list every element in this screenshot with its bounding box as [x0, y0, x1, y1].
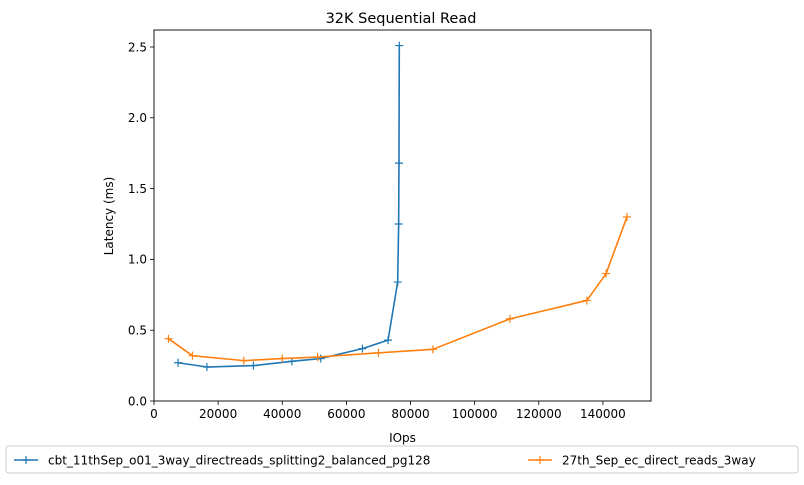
- data-point: [395, 41, 404, 50]
- plot-frame: [153, 29, 652, 402]
- y-axis-label: Latency (ms): [102, 177, 116, 256]
- series-layer: [164, 41, 631, 372]
- data-point: [174, 358, 183, 367]
- y-tick-label: 0.0: [128, 394, 147, 408]
- data-point: [428, 345, 437, 354]
- legend-label: cbt_11thSep_o01_3way_directreads_splitti…: [48, 453, 430, 467]
- data-point: [278, 354, 287, 363]
- x-tick-label: 60000: [327, 407, 365, 421]
- series-1: [174, 41, 404, 372]
- legend-marker: [536, 456, 544, 464]
- x-tick-label: 80000: [391, 407, 429, 421]
- y-tick-label: 1.0: [128, 253, 147, 267]
- y-tick-label: 1.5: [128, 182, 147, 196]
- legend-frame: [5, 445, 799, 474]
- data-point: [622, 212, 631, 221]
- data-point: [313, 353, 322, 362]
- x-axis-label: IOps: [389, 431, 416, 445]
- x-tick-label: 140000: [580, 407, 626, 421]
- x-tick-label: 120000: [516, 407, 562, 421]
- x-tick-label: 20000: [199, 407, 237, 421]
- data-point: [394, 159, 403, 168]
- x-tick-label: 100000: [452, 407, 498, 421]
- legend-item: cbt_11thSep_o01_3way_directreads_splitti…: [14, 453, 430, 467]
- axes-layer: 0 20000 40000 60000 80000 100000 120000 140000 0…: [128, 40, 626, 421]
- chart-title: 32K Sequential Read: [326, 11, 477, 27]
- data-point: [393, 278, 402, 287]
- data-point: [188, 351, 197, 360]
- data-point: [602, 269, 611, 278]
- data-point: [249, 361, 258, 370]
- legend-items: cbt_11thSep_o01_3way_directreads_splitti…: [14, 453, 756, 467]
- data-point: [358, 344, 367, 353]
- y-tick-label: 2.5: [128, 40, 147, 54]
- data-point: [582, 296, 591, 305]
- legend-label: 27th_Sep_ec_direct_reads_3way: [562, 453, 756, 467]
- x-tick-label: 40000: [263, 407, 301, 421]
- data-point: [202, 363, 211, 372]
- plot-area: [154, 30, 651, 401]
- legend-item: 27th_Sep_ec_direct_reads_3way: [528, 453, 756, 467]
- legend-marker: [22, 456, 30, 464]
- y-tick-label: 2.0: [128, 111, 147, 125]
- data-point: [239, 356, 248, 365]
- data-point: [394, 219, 403, 228]
- y-tick-label: 0.5: [128, 323, 147, 337]
- data-point: [164, 334, 173, 343]
- x-tick-label: 0: [150, 407, 158, 421]
- legend: cbt_11thSep_o01_3way_directreads_splitti…: [5, 445, 799, 474]
- data-point: [384, 336, 393, 345]
- data-point: [505, 314, 514, 323]
- data-point: [374, 348, 383, 357]
- series-2: [164, 212, 631, 365]
